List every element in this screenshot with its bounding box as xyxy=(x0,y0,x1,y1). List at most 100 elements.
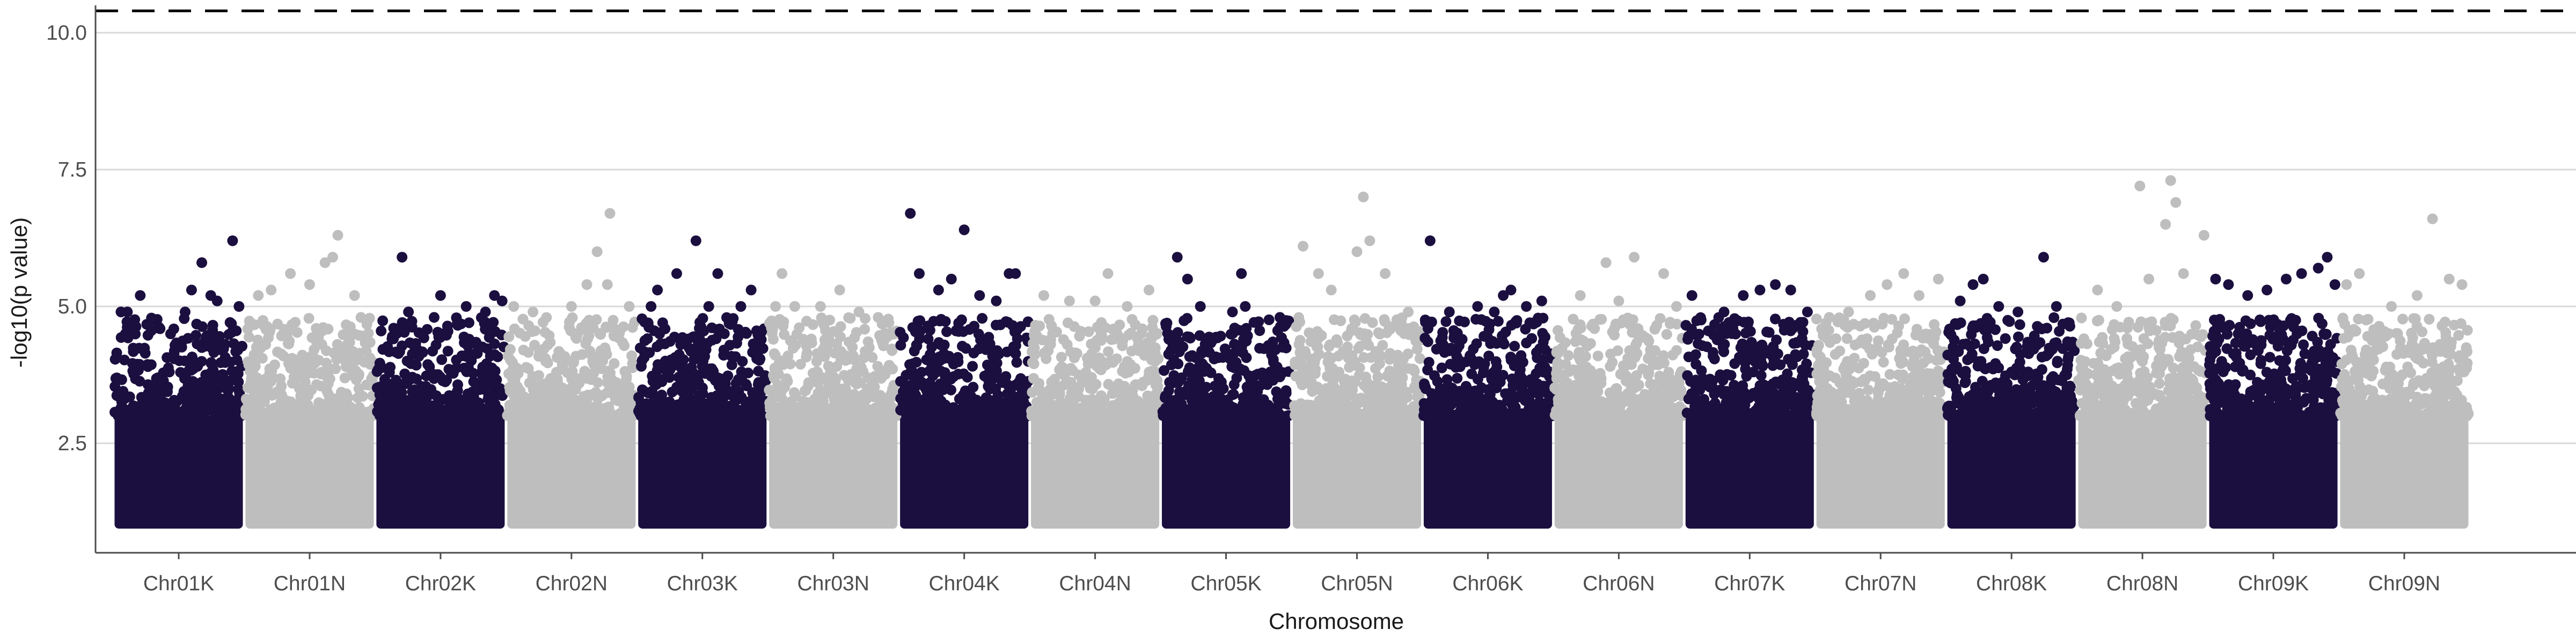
snp-point xyxy=(941,326,953,338)
snp-point xyxy=(934,352,945,363)
snp-point xyxy=(484,332,495,343)
snp-peak-point xyxy=(745,284,757,296)
snp-point xyxy=(942,375,953,386)
snp-point xyxy=(1072,405,1084,416)
snp-point xyxy=(354,348,365,359)
snp-point xyxy=(1311,410,1322,421)
snp-peak-point xyxy=(1802,306,1813,318)
snp-point xyxy=(1242,390,1254,401)
snp-point xyxy=(787,408,799,420)
snp-point xyxy=(899,400,911,412)
snp-point xyxy=(1277,342,1288,353)
snp-point xyxy=(1312,384,1323,395)
chromosome-group-chr04k xyxy=(895,208,1034,529)
snp-point xyxy=(1131,409,1143,421)
snp-point xyxy=(1647,408,1658,419)
snp-point xyxy=(1017,410,1028,421)
snp-point xyxy=(287,363,298,375)
snp-point xyxy=(1458,402,1469,413)
snp-point xyxy=(1242,330,1253,341)
snp-point xyxy=(1422,336,1433,347)
snp-point xyxy=(1192,368,1203,379)
snp-point xyxy=(1654,370,1665,382)
snp-point xyxy=(1552,363,1563,375)
snp-point xyxy=(662,369,673,380)
snp-point xyxy=(841,410,852,421)
snp-point xyxy=(1380,391,1392,402)
snp-point xyxy=(436,354,448,365)
snp-point xyxy=(1773,377,1784,389)
snp-density-band xyxy=(245,416,374,529)
snp-point xyxy=(1792,378,1803,389)
snp-peak-point xyxy=(646,301,657,312)
snp-point xyxy=(463,317,474,328)
snp-point xyxy=(535,396,546,407)
snp-point xyxy=(595,390,606,401)
snp-point xyxy=(1709,319,1720,330)
snp-point xyxy=(530,405,541,416)
snp-point xyxy=(1057,362,1069,374)
snp-point xyxy=(1152,375,1163,386)
snp-peak-point xyxy=(1172,252,1183,263)
snp-point xyxy=(582,390,594,401)
snp-point xyxy=(759,370,771,381)
snp-point xyxy=(223,393,235,404)
snp-point xyxy=(1258,373,1270,384)
snp-point xyxy=(1440,394,1452,405)
snp-peak-point xyxy=(991,295,1002,306)
snp-point xyxy=(1159,365,1170,376)
snp-point xyxy=(689,375,700,386)
snp-point xyxy=(537,317,548,328)
snp-point xyxy=(566,383,577,394)
snp-point xyxy=(948,354,960,365)
snp-point xyxy=(1509,341,1520,352)
snp-peak-point xyxy=(624,301,635,312)
snp-point xyxy=(1010,348,1021,360)
snp-point xyxy=(940,399,951,411)
snp-point xyxy=(1073,369,1085,380)
snp-point xyxy=(338,342,349,354)
snp-point xyxy=(1116,391,1127,402)
snp-point xyxy=(1445,358,1456,370)
snp-point xyxy=(1125,327,1137,339)
snp-point xyxy=(967,361,978,372)
snp-point xyxy=(1685,410,1696,421)
snp-point xyxy=(1184,351,1195,362)
snp-peak-point xyxy=(1658,268,1670,279)
snp-point xyxy=(1392,407,1403,419)
snp-point xyxy=(1600,407,1612,419)
snp-point xyxy=(1476,314,1487,325)
snp-peak-point xyxy=(1089,295,1101,306)
snp-point xyxy=(788,387,800,398)
snp-point xyxy=(1037,407,1048,419)
snp-point xyxy=(1236,410,1247,421)
snp-point xyxy=(1516,350,1527,361)
snp-point xyxy=(831,361,843,372)
snp-point xyxy=(973,328,984,340)
snp-point xyxy=(752,408,763,419)
snp-peak-point xyxy=(397,252,408,263)
snp-point xyxy=(926,402,937,414)
snp-point xyxy=(1123,367,1135,378)
snp-peak-point xyxy=(913,268,925,279)
snp-peak-point xyxy=(304,279,315,290)
snp-point xyxy=(1094,352,1105,363)
snp-peak-point xyxy=(1505,284,1517,296)
snp-point xyxy=(642,387,654,399)
snp-point xyxy=(364,312,375,324)
snp-point xyxy=(1374,328,1386,340)
snp-point xyxy=(823,334,835,345)
snp-density-band xyxy=(900,416,1029,529)
snp-point xyxy=(767,324,778,335)
snp-point xyxy=(1085,383,1096,394)
snp-point xyxy=(466,348,477,360)
snp-point xyxy=(814,410,825,421)
snp-point xyxy=(1489,365,1501,377)
snp-peak-point xyxy=(690,235,701,246)
snp-point xyxy=(142,359,153,370)
snp-peak-point xyxy=(1600,257,1612,268)
snp-density-band xyxy=(507,416,636,529)
chromosome-group-chr03k xyxy=(633,235,772,529)
snp-point xyxy=(253,352,264,363)
snp-point xyxy=(984,383,996,394)
